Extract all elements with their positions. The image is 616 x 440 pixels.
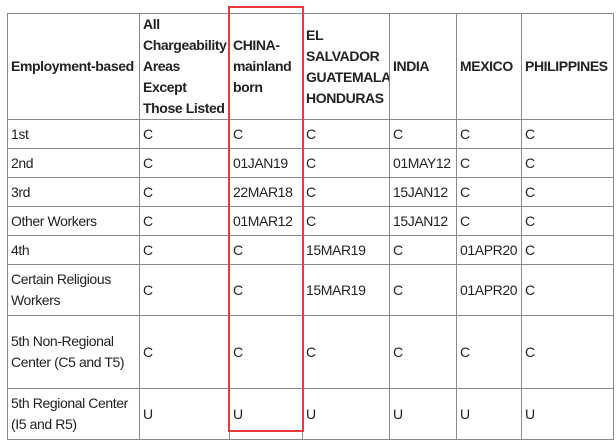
table-cell: C xyxy=(456,119,522,149)
table-cell: C xyxy=(521,264,614,316)
table-cell: C xyxy=(389,264,457,316)
table-cell: 15JAN12 xyxy=(389,206,457,236)
table-row: 1st C C C C C C xyxy=(7,119,614,149)
table-cell: C xyxy=(139,148,230,178)
table-cell: C xyxy=(229,119,303,149)
table-cell: 5th Regional Center (I5 and R5) xyxy=(7,388,140,440)
table-cell: C xyxy=(302,315,390,389)
table-cell: U xyxy=(229,388,303,440)
table-cell: C xyxy=(139,315,230,389)
table-cell: C xyxy=(139,119,230,149)
header-cell: Employment-based xyxy=(7,13,140,120)
table-cell: U xyxy=(139,388,230,440)
table-cell: C xyxy=(456,206,522,236)
table-cell: C xyxy=(229,235,303,265)
table-cell: C xyxy=(456,315,522,389)
table-cell: 3rd xyxy=(7,177,140,207)
table-cell: 5th Non-Regional Center (C5 and T5) xyxy=(7,315,140,389)
table-cell: C xyxy=(456,177,522,207)
visa-bulletin-table: Employment-based All Chargeability Areas… xyxy=(7,13,614,440)
table-cell: C xyxy=(389,315,457,389)
header-cell: EL SALVADOR GUATEMALA HONDURAS xyxy=(302,13,390,120)
table-cell: C xyxy=(302,119,390,149)
header-row: Employment-based All Chargeability Areas… xyxy=(7,13,614,120)
table-cell: 01JAN19 xyxy=(229,148,303,178)
table-cell: 15MAR19 xyxy=(302,264,390,316)
table-cell: C xyxy=(229,315,303,389)
table-cell: Other Workers xyxy=(7,206,140,236)
table-cell: 01APR20 xyxy=(456,235,522,265)
table-cell: 15JAN12 xyxy=(389,177,457,207)
table-cell: 2nd xyxy=(7,148,140,178)
table-cell: 01MAY12 xyxy=(389,148,457,178)
table-cell: 01APR20 xyxy=(456,264,522,316)
table-cell: C xyxy=(302,206,390,236)
table-cell: C xyxy=(521,148,614,178)
header-cell: PHILIPPINES xyxy=(521,13,614,120)
table-row: 4th C C 15MAR19 C 01APR20 C xyxy=(7,235,614,265)
table-cell: 22MAR18 xyxy=(229,177,303,207)
table-cell: C xyxy=(521,119,614,149)
header-cell: CHINA-mainland born xyxy=(229,13,303,120)
table-cell: U xyxy=(456,388,522,440)
table-cell: C xyxy=(521,177,614,207)
table-cell: C xyxy=(302,177,390,207)
table-row: 5th Regional Center (I5 and R5) U U U U U U xyxy=(7,388,614,440)
table-cell: 15MAR19 xyxy=(302,235,390,265)
header-cell: All Chargeability Areas Except Those Lis… xyxy=(139,13,230,120)
table-cell: C xyxy=(229,264,303,316)
table-cell: C xyxy=(521,315,614,389)
table-cell: 1st xyxy=(7,119,140,149)
table-cell: C xyxy=(139,264,230,316)
table-cell: U xyxy=(302,388,390,440)
header-cell: INDIA xyxy=(389,13,457,120)
table-cell: U xyxy=(389,388,457,440)
table-row: 5th Non-Regional Center (C5 and T5) C C C C C… xyxy=(7,315,614,389)
table-cell: C xyxy=(389,119,457,149)
table-cell: 01MAR12 xyxy=(229,206,303,236)
table-cell: C xyxy=(521,206,614,236)
table-cell: C xyxy=(456,148,522,178)
table-cell: 4th xyxy=(7,235,140,265)
table-cell: C xyxy=(521,235,614,265)
header-cell: MEXICO xyxy=(456,13,522,120)
table-row: Other Workers C 01MAR12 C 15JAN12 C C xyxy=(7,206,614,236)
table-cell: U xyxy=(521,388,614,440)
table-row: 3rd C 22MAR18 C 15JAN12 C C xyxy=(7,177,614,207)
table-cell: C xyxy=(139,206,230,236)
table-cell: C xyxy=(139,235,230,265)
table-row: 2nd C 01JAN19 C 01MAY12 C C xyxy=(7,148,614,178)
table-cell: C xyxy=(389,235,457,265)
table-row: Certain Religious Workers C C 15MAR19 C 01APR… xyxy=(7,264,614,316)
table-cell: Certain Religious Workers xyxy=(7,264,140,316)
table-cell: C xyxy=(139,177,230,207)
table-cell: C xyxy=(302,148,390,178)
